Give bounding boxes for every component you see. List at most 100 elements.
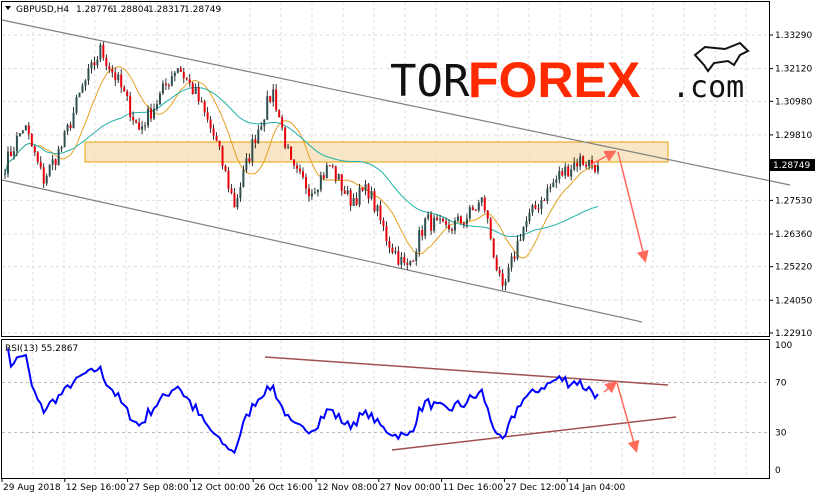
candle-body (448, 224, 451, 230)
candle-body (200, 101, 203, 103)
dropdown-icon[interactable] (5, 6, 11, 10)
candle-body (528, 212, 531, 222)
svg-text:FOREX: FOREX (468, 52, 640, 108)
candle-body (576, 162, 579, 167)
candle-body (188, 79, 191, 83)
candle-body (349, 190, 352, 206)
candle-body (364, 184, 367, 191)
price-tick-label: 1.30980 (775, 97, 812, 107)
candle-body (468, 207, 471, 219)
candle-body (555, 179, 558, 183)
candle-body (176, 68, 179, 73)
candle-body (424, 218, 427, 236)
candle-body (87, 68, 90, 81)
candle-body (63, 131, 66, 147)
candle-body (54, 159, 57, 165)
candle-body (138, 122, 141, 130)
candle-body (391, 247, 394, 253)
rsi-upper-trendline (264, 356, 669, 386)
candle-body (340, 174, 343, 191)
candle-body (215, 135, 218, 141)
candle-body (6, 151, 9, 174)
candle-body (224, 165, 227, 171)
candle-body (123, 87, 126, 92)
candle-body (513, 256, 516, 259)
candle-body (129, 95, 132, 118)
candle-body (301, 171, 304, 178)
candle-body (525, 221, 528, 227)
candle-body (117, 74, 120, 81)
candle-body (495, 257, 498, 271)
rsi-polyline (6, 348, 599, 455)
candle-body (27, 125, 30, 135)
candle-body (564, 166, 567, 176)
time-tick-label: 12 Oct 00:00 (191, 483, 250, 493)
candle-body (290, 146, 293, 160)
candle-body (99, 44, 102, 60)
rsi-lower-trendline (391, 416, 677, 451)
grid (2, 2, 769, 478)
candle-body (281, 117, 284, 128)
candle-body (260, 126, 263, 130)
candle-body (358, 187, 361, 205)
rsi-line (6, 348, 599, 455)
forecast-arrow-down (617, 151, 649, 263)
time-tick-label: 12 Sep 16:00 (66, 483, 126, 493)
candle-body (465, 218, 468, 225)
candle-body (474, 209, 477, 211)
candle-body (531, 205, 534, 213)
candle-body (18, 133, 21, 137)
time-tick-label: 26 Oct 16:00 (254, 483, 313, 493)
candle-body (66, 124, 69, 132)
candle-body (510, 256, 513, 268)
candle-body (597, 165, 599, 172)
candle-body (388, 240, 391, 248)
candle-body (194, 87, 197, 94)
current-price-label: 1.28749 (773, 161, 810, 171)
candle-body (588, 160, 591, 167)
candle-body (81, 85, 84, 93)
candle-body (307, 188, 310, 197)
rsi-arrow-up (603, 381, 618, 394)
candle-body (310, 193, 313, 197)
candle-body (373, 191, 376, 212)
candle-body (519, 239, 522, 241)
candle-body (42, 167, 45, 184)
candle-body (170, 76, 173, 86)
candle-body (367, 184, 370, 199)
candle-body (337, 174, 340, 180)
candle-body (144, 125, 147, 127)
candle-body (558, 171, 561, 180)
channel-lower-line (1, 179, 643, 323)
candle-body (24, 125, 27, 131)
candle-body (132, 117, 135, 121)
candle-body (498, 270, 501, 274)
candle-body (573, 162, 576, 170)
candle-body (594, 164, 597, 172)
candle-body (293, 159, 296, 166)
candle-body (75, 97, 78, 113)
candle-body (155, 104, 158, 109)
candle-body (278, 110, 281, 118)
candle-body (33, 146, 36, 153)
candle-body (284, 127, 287, 148)
candle-body (489, 218, 492, 239)
candle-body (316, 189, 319, 193)
candle-body (504, 281, 507, 286)
candle-body (546, 188, 549, 201)
candle-body (483, 197, 486, 211)
candle-body (158, 93, 161, 105)
candle-body (227, 170, 230, 189)
resistance-zone (84, 141, 669, 163)
candle-body (230, 188, 233, 194)
time-tick-label: 29 Aug 2018 (3, 483, 61, 493)
candle-body (579, 156, 582, 167)
candle-body (355, 197, 358, 205)
candle-body (102, 44, 105, 58)
candle-body (328, 165, 331, 167)
svg-text:TOR: TOR (390, 56, 470, 107)
candle-body (516, 240, 519, 259)
candle-body (212, 128, 215, 136)
